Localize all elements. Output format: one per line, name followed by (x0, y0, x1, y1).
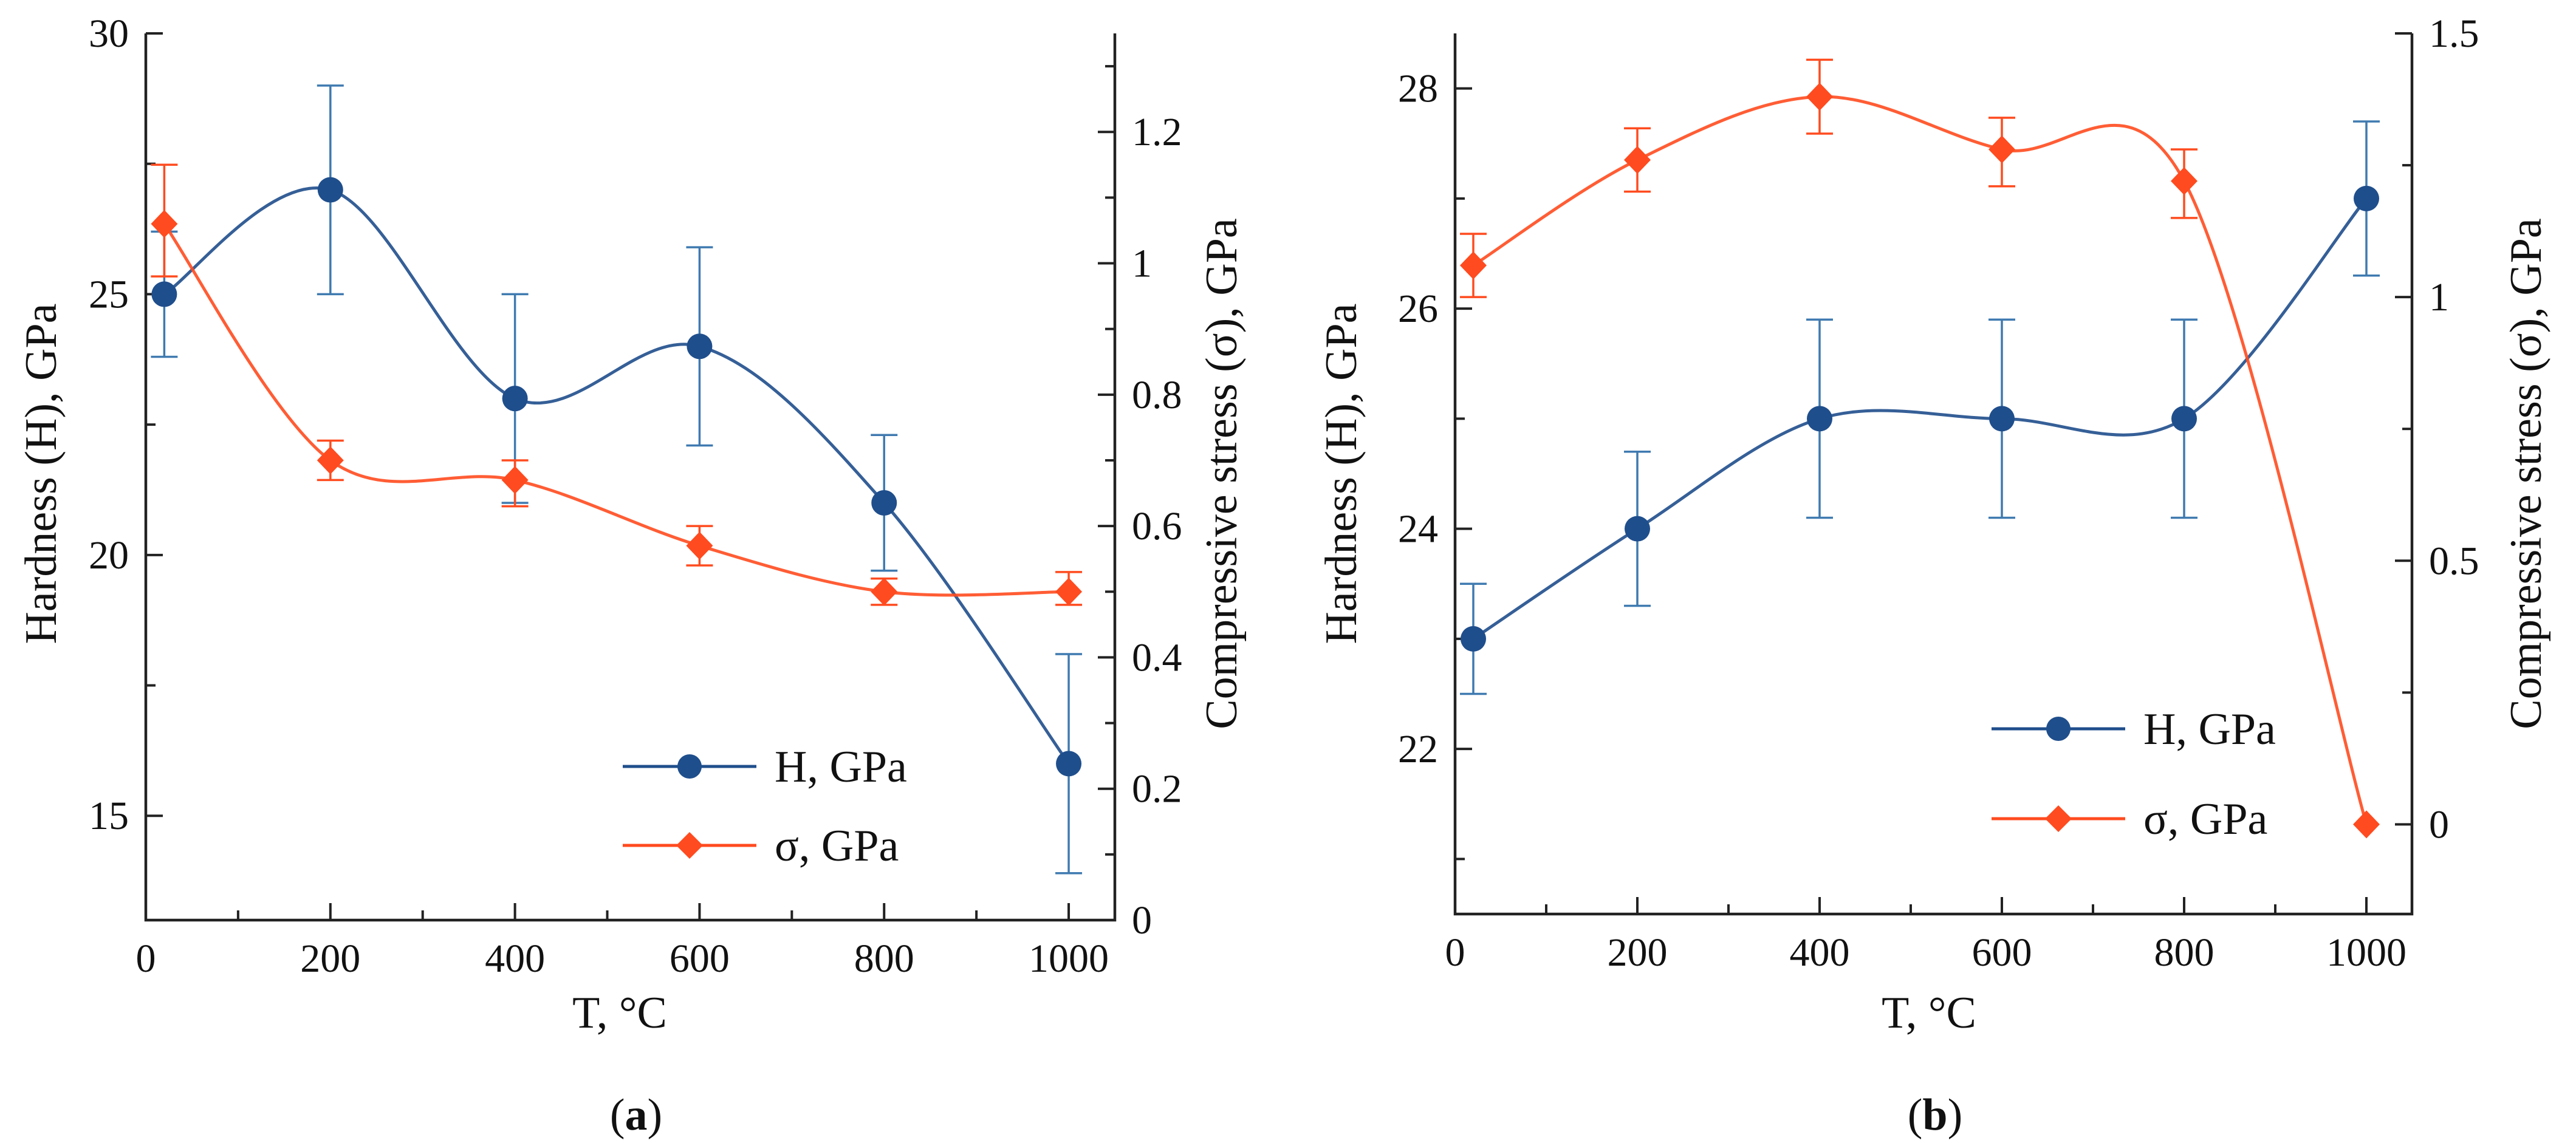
panel-a-axes: 0 200 400 600 800 1000 15 20 25 30 0 0.2 0.4 0.6 0.8 1 1… (89, 12, 1182, 981)
panel-a-series (151, 84, 1083, 875)
y-left-tick-label: 25 (89, 272, 129, 316)
series-h-point (317, 177, 343, 203)
series-sigma-point (686, 531, 713, 560)
panel-a-letter: a (625, 1090, 648, 1140)
legend-h-text: H, GPa (775, 742, 907, 792)
legend-sigma-text: σ, GPa (775, 821, 899, 871)
panel-a-label: (a) (610, 1090, 662, 1140)
y-left-tick-label: 26 (1398, 287, 1438, 331)
y-right-tick-label: 1.2 (1132, 110, 1182, 154)
panel-b-series (1460, 58, 2380, 839)
x-tick-label: 200 (1608, 930, 1668, 975)
panel-b-legend: H, GPa σ, GPa (1992, 705, 2276, 844)
legend-h-text: H, GPa (2143, 705, 2276, 754)
series-h-point (1625, 516, 1650, 542)
y-left-tick-label: 20 (89, 533, 129, 578)
y-left-tick-label: 15 (89, 794, 129, 838)
y-right-tick-label: 1.5 (2429, 12, 2479, 56)
y-right-tick-label: 1 (2429, 275, 2449, 319)
y-right-tick-label: 0.8 (1132, 373, 1182, 417)
series-h-point (502, 386, 528, 412)
series-h-point (1989, 406, 2015, 432)
x-tick-label: 400 (1790, 930, 1850, 975)
series-h-point (1461, 626, 1486, 652)
series-sigma-point (1806, 83, 1833, 111)
panel-a-xlabel: T, °C (572, 988, 667, 1038)
series-sigma-point (501, 466, 529, 494)
x-tick-label: 400 (485, 937, 545, 981)
series-h-point (2354, 185, 2379, 211)
axis-frame (1453, 33, 2414, 916)
panel-b-letter: b (1922, 1090, 1947, 1140)
y-left-tick-label: 22 (1398, 727, 1438, 771)
x-tick-label: 600 (1972, 930, 2032, 975)
y-right-tick-label: 0.5 (2429, 539, 2479, 583)
series-sigma-point (1055, 578, 1083, 606)
y-left-tick-label: 28 (1398, 67, 1438, 111)
panel-a-legend: H, GPa σ, GPa (623, 742, 907, 871)
y-left-tick-label: 24 (1398, 507, 1438, 551)
x-tick-label: 1000 (1029, 937, 1109, 981)
series-h-line (1472, 197, 2368, 640)
panel-b-ylabel-left: Hardness (H), GPa (1317, 303, 1366, 644)
series-h-point (1056, 751, 1082, 777)
series-sigma-point (1624, 146, 1651, 174)
y-left-tick-label: 30 (89, 12, 129, 56)
series-sigma-point (1989, 135, 2015, 164)
series-h-point (1807, 406, 1832, 432)
series-sigma-point (317, 446, 344, 474)
y-right-tick-label: 0.4 (1132, 635, 1182, 680)
y-right-tick-label: 1 (1132, 242, 1152, 286)
series-sigma-line (163, 223, 1069, 597)
y-right-tick-label: 0 (2429, 802, 2449, 847)
y-right-tick-label: 0.2 (1132, 767, 1182, 811)
series-sigma-point (871, 578, 898, 606)
panel-a: 0 200 400 600 800 1000 15 20 25 30 0 0.2 0.4 0.6 0.8 1 1… (16, 12, 1247, 1140)
panel-b-ylabel-right: Compressive stress (σ), GPa (2501, 218, 2551, 729)
series-h-point (151, 281, 177, 307)
x-tick-label: 1000 (2326, 930, 2406, 975)
legend-h-marker (677, 754, 702, 779)
x-tick-label: 0 (136, 937, 156, 981)
legend-h-marker (2046, 717, 2071, 741)
series-h-line (163, 186, 1070, 765)
series-sigma-point (1460, 251, 1487, 280)
y-right-tick-label: 0 (1132, 898, 1152, 943)
panel-b-label: (b) (1908, 1090, 1962, 1140)
x-tick-label: 600 (670, 937, 730, 981)
panel-b-xlabel: T, °C (1882, 988, 1976, 1038)
x-tick-label: 800 (854, 937, 914, 981)
x-tick-label: 200 (300, 937, 360, 981)
panel-a-ylabel-left: Hardness (H), GPa (16, 303, 66, 644)
series-h-point (2171, 406, 2197, 432)
x-tick-label: 0 (1445, 930, 1465, 975)
axis-frame (144, 33, 1117, 922)
x-tick-label: 800 (2154, 930, 2215, 975)
series-sigma-point (2171, 167, 2197, 196)
series-h-point (687, 333, 713, 360)
legend-sigma-marker (676, 832, 703, 859)
legend-sigma-text: σ, GPa (2143, 794, 2267, 844)
panel-a-ylabel-right: Compressive stress (σ), GPa (1197, 218, 1247, 729)
series-sigma-point (2353, 810, 2380, 839)
y-right-tick-label: 0.6 (1132, 504, 1182, 548)
panel-b-axes: 0 200 400 600 800 1000 22 24 26 28 0 0.5 1 1.5 (1398, 12, 2479, 975)
series-h-point (871, 490, 897, 516)
legend-sigma-marker (2045, 805, 2072, 832)
series-sigma-point (151, 210, 178, 238)
